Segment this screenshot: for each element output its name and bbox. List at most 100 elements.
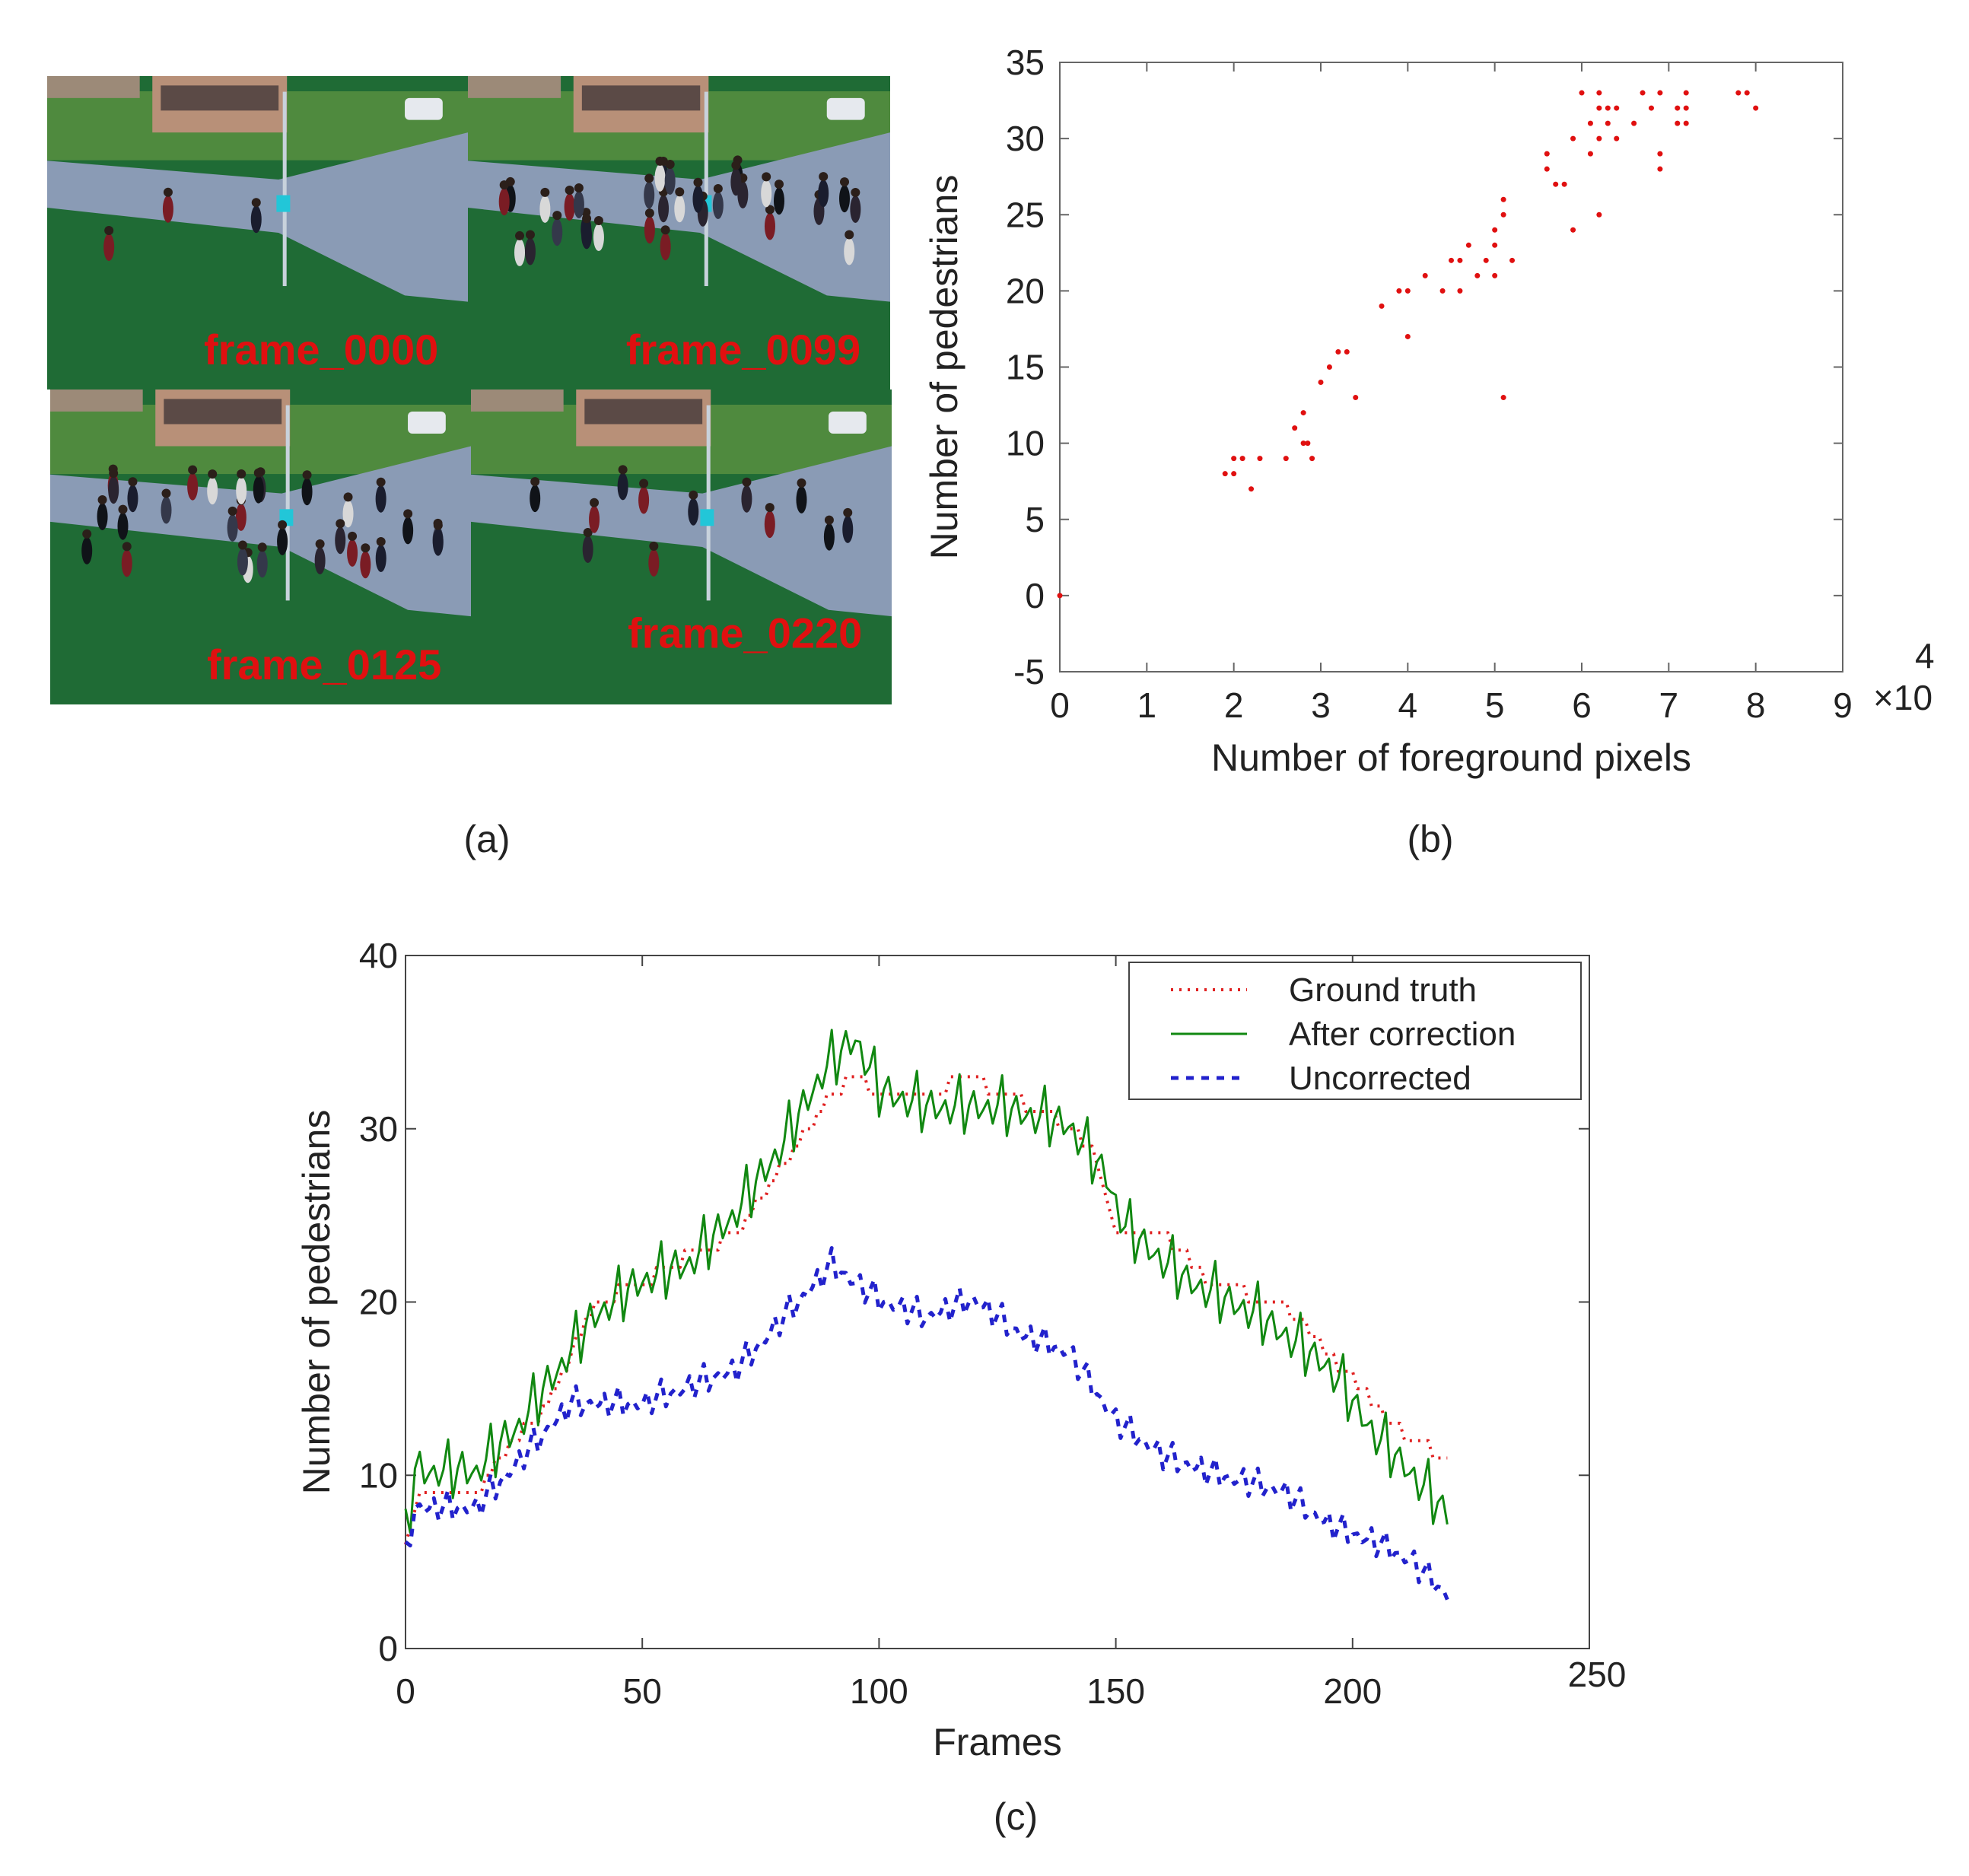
scatter-point — [1379, 303, 1385, 309]
pedestrian-head — [122, 542, 132, 552]
pedestrian-head — [819, 172, 829, 182]
x-exponent-power: 4 — [1915, 636, 1935, 676]
legend-label: Uncorrected — [1289, 1060, 1471, 1097]
y-tick-label: 30 — [1006, 119, 1045, 158]
sign — [700, 509, 714, 526]
pedestrian-head — [315, 539, 325, 549]
pedestrian-head — [361, 543, 371, 553]
pedestrian-head — [618, 465, 628, 475]
x-tick-label: 0 — [396, 1671, 415, 1711]
pedestrian — [187, 472, 199, 501]
scatter-point — [1404, 333, 1411, 339]
scatter-point — [1500, 196, 1506, 202]
pedestrian-head — [840, 177, 850, 187]
scatter-point — [1596, 211, 1602, 218]
pedestrian — [301, 478, 313, 506]
pedestrian — [688, 498, 699, 526]
scatter-point — [1249, 486, 1255, 492]
scatter-point — [1753, 105, 1759, 111]
pedestrian — [564, 192, 575, 221]
building-windows — [161, 85, 279, 111]
scatter-point — [1326, 364, 1332, 370]
scatter-point — [1561, 181, 1567, 187]
pedestrian-head — [644, 208, 654, 218]
scatter-point — [1300, 440, 1306, 447]
scatter-point — [1344, 348, 1350, 355]
scatter-point — [1509, 257, 1516, 263]
pedestrian — [432, 528, 444, 556]
scatter-point — [1474, 272, 1481, 278]
pedestrian-head — [590, 498, 600, 507]
van — [829, 411, 867, 434]
pedestrian — [644, 181, 655, 209]
scatter-point — [1605, 120, 1611, 126]
pedestrian-head — [530, 477, 540, 487]
y-tick-label: 0 — [1025, 576, 1045, 615]
scatter-point — [1596, 90, 1602, 96]
lamp-pole — [706, 405, 711, 601]
pedestrian-head — [765, 205, 775, 215]
pedestrian — [844, 237, 855, 266]
pedestrian — [823, 523, 835, 551]
scatter-point — [1544, 166, 1550, 172]
pedestrian — [842, 515, 854, 543]
y-tick-label: -5 — [1013, 652, 1045, 692]
scatter-point — [1231, 456, 1237, 462]
series-ground-truth-line — [404, 1075, 1448, 1545]
scatter-y-axis-label: Number of pedestrians — [923, 175, 965, 560]
pedestrian-head — [774, 180, 784, 189]
pedestrian — [162, 195, 173, 223]
pedestrian-head — [499, 180, 509, 190]
pedestrian — [530, 485, 541, 513]
scatter-point — [1404, 288, 1411, 294]
pedestrian-head — [251, 198, 261, 208]
scatter-plot-frame — [1059, 62, 1843, 672]
pedestrian-head — [376, 477, 386, 487]
pedestrian — [514, 238, 526, 266]
pedestrian — [593, 224, 604, 252]
scatter-point — [1300, 410, 1306, 416]
pedestrian-head — [403, 509, 413, 519]
pedestrian-head — [583, 527, 593, 537]
line-chart: 0 50 100 150 200 250 0 10 20 30 40 Frames Number o… — [295, 936, 1626, 1763]
pedestrian-head — [163, 187, 173, 197]
pedestrian-head — [208, 469, 218, 479]
pedestrian-head — [565, 185, 574, 195]
x-tick-label: 1 — [1137, 685, 1157, 725]
frame-label: frame_0125 — [207, 641, 441, 688]
x-tick-label: 6 — [1572, 685, 1592, 725]
scatter-point — [1318, 380, 1324, 386]
pedestrian — [539, 195, 551, 223]
scatter-point — [1305, 440, 1311, 447]
y-tick-label: 40 — [359, 936, 398, 975]
scatter-point — [1492, 242, 1498, 248]
pedestrian — [207, 477, 218, 505]
series-uncorrected-line — [404, 1246, 1449, 1601]
y-tick-label: 10 — [1006, 424, 1045, 463]
pedestrian-head — [660, 225, 670, 235]
scatter-point — [1614, 135, 1620, 141]
scatter-point — [1744, 90, 1750, 96]
frame-label: frame_0000 — [204, 326, 438, 374]
pedestrian — [648, 548, 660, 577]
series-after-correction-line — [404, 1029, 1449, 1534]
scatter-point — [1396, 288, 1402, 294]
panel-label-a: (a) — [463, 818, 510, 860]
pedestrian — [277, 527, 288, 555]
pedestrian-head — [693, 177, 703, 187]
scatter-point — [1500, 395, 1506, 401]
frame-label: frame_0099 — [626, 326, 860, 374]
pedestrian-head — [574, 183, 584, 193]
pedestrian — [581, 221, 593, 250]
pedestrian-head — [109, 469, 119, 479]
y-tick-label: 35 — [1006, 43, 1045, 82]
pedestrian-head — [237, 540, 247, 550]
pedestrian — [741, 485, 752, 513]
pedestrian — [644, 216, 655, 244]
scatter-point — [1683, 105, 1689, 111]
left-building — [47, 76, 140, 98]
scatter-point — [1283, 456, 1289, 462]
scatter-point — [1596, 135, 1602, 141]
pedestrian-head — [302, 470, 312, 480]
scatter-point — [1335, 348, 1341, 355]
